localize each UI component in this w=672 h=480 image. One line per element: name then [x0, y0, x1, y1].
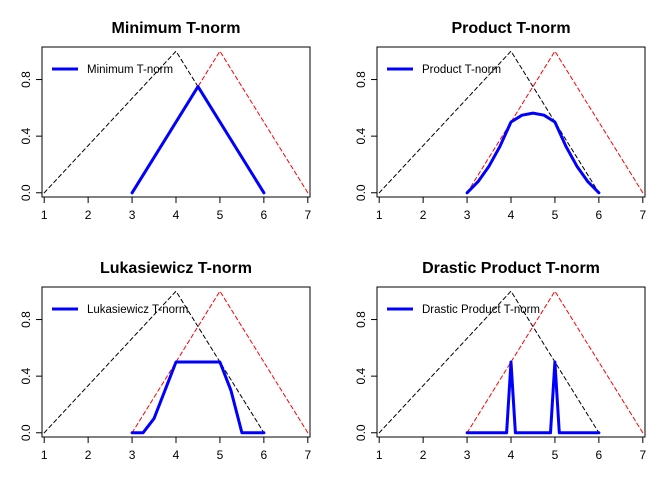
plot-area	[43, 290, 309, 435]
fuzzy-set-a-line	[378, 50, 600, 194]
panel-lukasiewicz-tnorm: Lukasiewicz T-norm 1 2 3 4 5 6 7 0.0 0.4 0.8 Lukas…	[19, 260, 311, 462]
x-tick-label: 4	[508, 448, 515, 462]
tnorm-result-line	[465, 360, 601, 435]
x-tick-label: 6	[261, 448, 268, 462]
y-tick-label: 0.0	[354, 424, 368, 441]
fuzzy-set-a-line	[378, 290, 600, 434]
fuzzy-set-b-line	[466, 50, 644, 194]
panel-minimum-tnorm: Minimum T-norm 1 2 3 4 5 6 7 0.0 0.4 0.8 Minimum T…	[19, 20, 311, 222]
legend-entry: Product T-norm	[422, 64, 501, 76]
x-tick-label: 5	[217, 448, 224, 462]
x-tick-label: 1	[376, 208, 383, 222]
plot-area	[378, 290, 644, 435]
x-tick-label: 1	[41, 208, 48, 222]
tnorm-result-line	[130, 85, 266, 195]
y-tick-label: 0.0	[19, 184, 33, 201]
x-tick-label: 5	[217, 208, 224, 222]
x-tick-label: 4	[173, 208, 180, 222]
x-tick-label: 2	[85, 208, 92, 222]
x-tick-label: 6	[596, 208, 603, 222]
tnorm-result-line	[130, 360, 266, 435]
x-tick-label: 5	[552, 448, 559, 462]
fuzzy-set-b-line	[466, 290, 644, 434]
y-tick-label: 0.8	[354, 71, 368, 88]
x-tick-label: 7	[304, 448, 311, 462]
x-tick-label: 4	[508, 208, 515, 222]
legend-entry: Minimum T-norm	[87, 64, 173, 76]
x-tick-label: 1	[376, 448, 383, 462]
x-tick-label: 5	[552, 208, 559, 222]
x-tick-label: 2	[420, 208, 427, 222]
x-tick-label: 3	[129, 448, 136, 462]
x-tick-label: 7	[304, 208, 311, 222]
x-tick-label: 6	[596, 448, 603, 462]
panel-title: Product T-norm	[451, 20, 570, 37]
x-tick-label: 4	[173, 448, 180, 462]
y-tick-label: 0.0	[19, 424, 33, 441]
y-tick-label: 0.8	[19, 71, 33, 88]
plot-area	[378, 50, 644, 195]
x-tick-label: 7	[639, 448, 646, 462]
x-tick-label: 3	[129, 208, 136, 222]
x-tick-label: 7	[639, 208, 646, 222]
x-tick-label: 3	[464, 208, 471, 222]
x-tick-label: 1	[41, 448, 48, 462]
panel-title: Minimum T-norm	[112, 20, 241, 37]
plot-area	[43, 50, 309, 195]
y-tick-label: 0.4	[354, 367, 368, 384]
x-tick-label: 2	[85, 448, 92, 462]
y-tick-label: 0.8	[19, 311, 33, 328]
panel-drastic-product-tnorm: Drastic Product T-norm 1 2 3 4 5 6 7 0.0 0.4 0.8 D…	[354, 260, 646, 462]
panel-product-tnorm: Product T-norm 1 2 3 4 5 6 7 0.0 0.4 0.8 Product T…	[354, 20, 646, 222]
tnorm-result-line	[465, 111, 601, 195]
x-tick-label: 2	[420, 448, 427, 462]
y-tick-label: 0.4	[19, 127, 33, 144]
panel-title: Drastic Product T-norm	[422, 260, 600, 277]
y-tick-label: 0.4	[354, 127, 368, 144]
panel-title: Lukasiewicz T-norm	[100, 260, 252, 277]
y-tick-label: 0.8	[354, 311, 368, 328]
x-tick-label: 3	[464, 448, 471, 462]
y-tick-label: 0.0	[354, 184, 368, 201]
legend-entry: Drastic Product T-norm	[422, 304, 540, 316]
x-tick-label: 6	[261, 208, 268, 222]
legend-entry: Lukasiewicz T-norm	[87, 304, 188, 316]
fuzzy-set-b-line	[131, 290, 309, 434]
fuzzy-set-a-line	[43, 290, 265, 434]
y-tick-label: 0.4	[19, 367, 33, 384]
